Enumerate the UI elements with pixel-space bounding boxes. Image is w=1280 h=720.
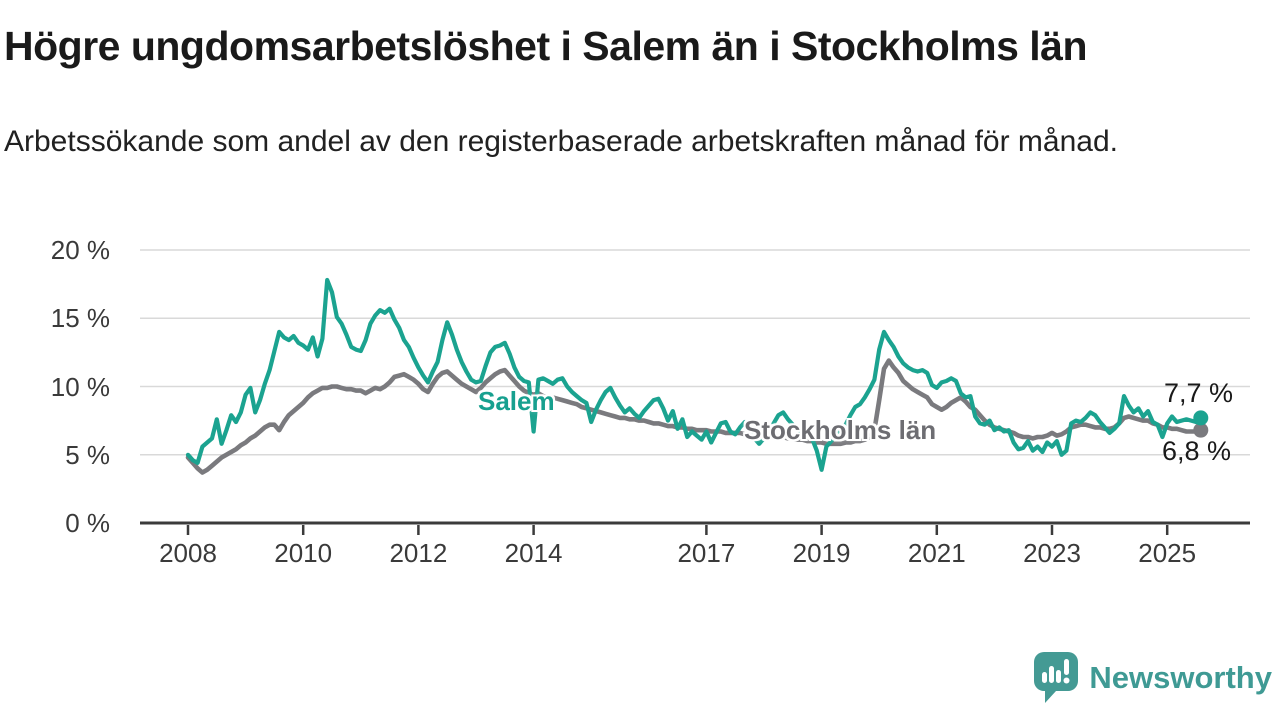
x-tick-label: 2010 — [274, 538, 333, 568]
x-tick-label: 2023 — [1023, 538, 1081, 568]
y-tick-label: 10 % — [50, 371, 110, 402]
x-tick-label: 2012 — [389, 538, 448, 568]
x-tick-label: 2008 — [159, 538, 217, 568]
y-tick-label: 0 % — [65, 508, 110, 538]
y-tick-label: 5 % — [65, 439, 110, 470]
x-tick-label: 2014 — [504, 538, 563, 568]
y-tick-label: 20 % — [50, 235, 110, 265]
x-tick-label: 2021 — [907, 538, 966, 568]
series-label-salem: Salem — [478, 386, 555, 416]
end-value-stockholms-lan: 6,8 % — [1162, 436, 1232, 466]
newsworthy-logo-text: Newsworthy — [1089, 659, 1272, 695]
x-tick-label: 2025 — [1138, 538, 1197, 568]
series-label-stockholms-lan: Stockholms län — [744, 415, 937, 445]
end-value-salem: 7,7 % — [1164, 378, 1234, 408]
chart-title: Högre ungdomsarbetslöshet i Salem än i S… — [4, 23, 1088, 69]
x-tick-label: 2019 — [792, 538, 851, 568]
chart-subtitle: Arbetssökande som andel av den registerb… — [4, 125, 1118, 158]
y-tick-label: 15 % — [50, 303, 110, 334]
newsworthy-logo-mark — [1034, 652, 1079, 703]
newsworthy-logo: Newsworthy — [1033, 651, 1272, 704]
x-tick-label: 2017 — [677, 538, 736, 568]
